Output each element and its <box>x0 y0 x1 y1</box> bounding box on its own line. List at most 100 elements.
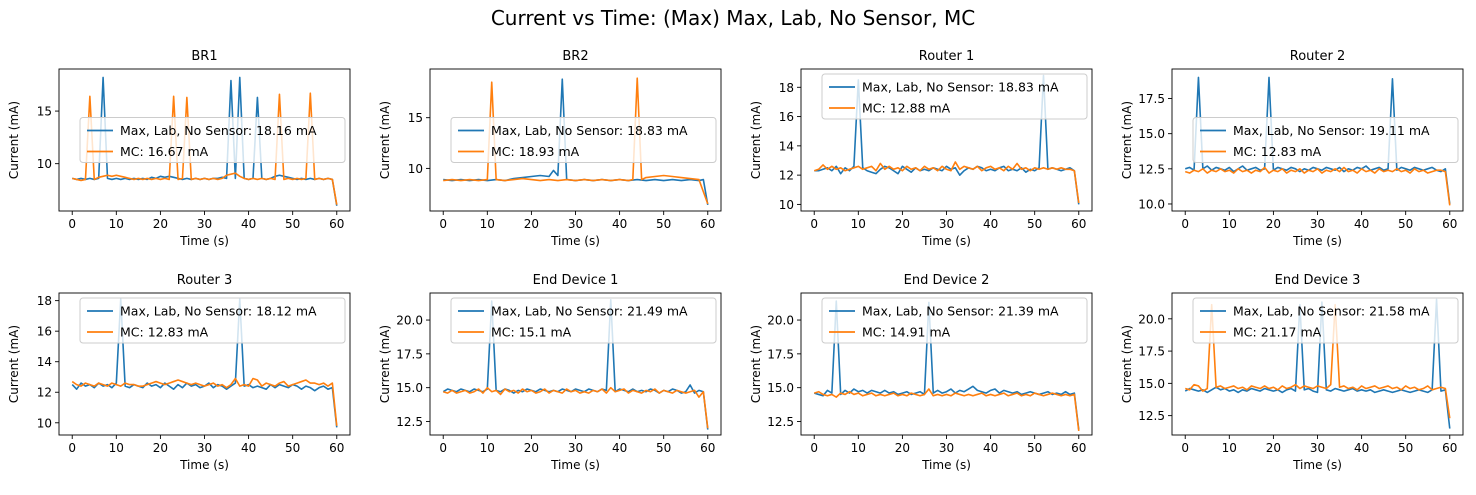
series-line-1 <box>71 377 338 426</box>
subplot-4: Router 3 0 10 20 30 40 50 60 10 12 14 16 18 Time (s) C… <box>7 273 351 472</box>
subplot-3: Router 2 0 10 20 30 40 50 60 10.0 12.5 15.0 17.5 Tim… <box>1120 49 1464 248</box>
legend-entry: MC: 15.1 mA <box>491 325 572 340</box>
x-tick-label: 50 <box>1027 441 1042 455</box>
x-tick-label: 0 <box>439 217 447 231</box>
legend: Max, Lab, No Sensor: 18.83 mA MC: 18.93 m… <box>450 117 717 163</box>
x-tick-label: 10 <box>109 441 124 455</box>
legend-entry: MC: 18.93 mA <box>491 144 580 159</box>
subplot-title: BR2 <box>562 49 588 64</box>
y-tick-label: 16 <box>37 325 52 339</box>
legend-entry: Max, Lab, No Sensor: 18.12 mA <box>120 304 317 319</box>
subplot-title: Router 3 <box>177 273 233 288</box>
y-tick-label: 14 <box>779 139 794 153</box>
x-tick-label: 20 <box>524 441 539 455</box>
x-tick-label: 0 <box>439 441 447 455</box>
y-tick-label: 20.0 <box>767 314 794 328</box>
y-tick-label: 17.5 <box>396 347 423 361</box>
y-tick-label: 15.0 <box>1138 377 1165 391</box>
legend-entry: Max, Lab, No Sensor: 18.83 mA <box>491 123 688 138</box>
y-tick-label: 12 <box>779 169 794 183</box>
x-tick-label: 60 <box>329 217 344 231</box>
x-tick-label: 30 <box>568 441 583 455</box>
y-tick-label: 10.0 <box>1138 197 1165 211</box>
x-tick-label: 0 <box>810 217 818 231</box>
legend-entry: MC: 21.17 mA <box>1233 325 1322 340</box>
x-tick-label: 60 <box>700 441 715 455</box>
legend-entry: MC: 12.88 mA <box>862 101 951 116</box>
x-tick-label: 30 <box>568 217 583 231</box>
y-tick-label: 15 <box>37 105 52 119</box>
y-tick-label: 20.0 <box>396 314 423 328</box>
x-tick-label: 50 <box>1398 441 1413 455</box>
y-axis-label: Current (mA) <box>749 325 763 403</box>
x-tick-label: 20 <box>153 441 168 455</box>
legend: Max, Lab, No Sensor: 18.83 mA MC: 12.88 m… <box>821 73 1088 120</box>
x-axis-label: Time (s) <box>179 234 229 248</box>
y-tick-label: 18 <box>779 81 794 95</box>
x-tick-label: 0 <box>68 441 76 455</box>
y-axis-label: Current (mA) <box>1120 325 1134 403</box>
x-tick-label: 60 <box>700 217 715 231</box>
subplot-2: Router 1 0 10 20 30 40 50 60 10 12 14 16 18 Time (s) C… <box>749 49 1093 248</box>
y-axis-label: Current (mA) <box>378 325 392 403</box>
legend-box <box>450 117 717 163</box>
x-tick-label: 60 <box>1442 217 1457 231</box>
x-tick-label: 30 <box>1310 441 1325 455</box>
x-tick-label: 10 <box>480 441 495 455</box>
x-tick-label: 30 <box>939 441 954 455</box>
legend-box <box>79 117 346 163</box>
x-tick-label: 30 <box>197 217 212 231</box>
x-tick-label: 40 <box>1354 441 1369 455</box>
y-tick-label: 10 <box>779 198 794 212</box>
x-tick-label: 20 <box>1266 441 1281 455</box>
y-tick-label: 12 <box>37 386 52 400</box>
legend-box <box>821 297 1088 344</box>
subplot-title: Router 1 <box>919 49 975 64</box>
x-tick-label: 50 <box>285 441 300 455</box>
x-tick-label: 10 <box>1222 441 1237 455</box>
legend-entry: Max, Lab, No Sensor: 21.58 mA <box>1233 304 1430 319</box>
y-axis-label: Current (mA) <box>7 325 21 403</box>
y-tick-label: 12.5 <box>1138 162 1165 176</box>
y-tick-label: 17.5 <box>767 347 794 361</box>
y-tick-label: 15.0 <box>1138 127 1165 141</box>
x-tick-label: 0 <box>1181 441 1189 455</box>
y-tick-label: 15.0 <box>767 381 794 395</box>
y-axis-label: Current (mA) <box>749 101 763 179</box>
subplot-title: End Device 1 <box>533 273 619 288</box>
subplot-7: End Device 3 0 10 20 30 40 50 60 12.5 15.0 17.5 20.… <box>1120 273 1464 472</box>
x-tick-label: 30 <box>197 441 212 455</box>
y-tick-label: 12.5 <box>1138 409 1165 423</box>
y-tick-label: 12.5 <box>396 415 423 429</box>
x-tick-label: 50 <box>1027 217 1042 231</box>
y-tick-label: 12.5 <box>767 415 794 429</box>
x-tick-label: 60 <box>1442 441 1457 455</box>
x-axis-label: Time (s) <box>550 458 600 472</box>
x-tick-label: 40 <box>241 441 256 455</box>
y-tick-label: 10 <box>408 162 423 176</box>
y-axis-label: Current (mA) <box>1120 101 1134 179</box>
y-axis-label: Current (mA) <box>378 101 392 179</box>
x-tick-label: 50 <box>1398 217 1413 231</box>
x-tick-label: 20 <box>895 217 910 231</box>
series-line-1 <box>813 388 1080 432</box>
x-axis-label: Time (s) <box>550 234 600 248</box>
x-axis-label: Time (s) <box>179 458 229 472</box>
series-line-1 <box>72 92 338 205</box>
y-tick-label: 16 <box>779 110 794 124</box>
y-tick-label: 15.0 <box>396 381 423 395</box>
legend-entry: MC: 12.83 mA <box>1233 144 1322 159</box>
x-tick-label: 50 <box>656 217 671 231</box>
x-tick-label: 30 <box>939 217 954 231</box>
x-tick-label: 40 <box>612 217 627 231</box>
legend: Max, Lab, No Sensor: 21.49 mA MC: 15.1 mA <box>450 297 717 344</box>
x-tick-label: 60 <box>1071 441 1086 455</box>
subplot-5: End Device 1 0 10 20 30 40 50 60 12.5 15.0 17.5 20.… <box>378 273 722 472</box>
legend-entry: Max, Lab, No Sensor: 21.49 mA <box>491 304 688 319</box>
legend: Max, Lab, No Sensor: 18.12 mA MC: 12.83 m… <box>79 297 346 344</box>
x-tick-label: 10 <box>1222 217 1237 231</box>
x-tick-label: 50 <box>285 217 300 231</box>
legend-box <box>1192 297 1459 344</box>
x-tick-label: 10 <box>851 217 866 231</box>
legend-entry: Max, Lab, No Sensor: 18.16 mA <box>120 123 317 138</box>
